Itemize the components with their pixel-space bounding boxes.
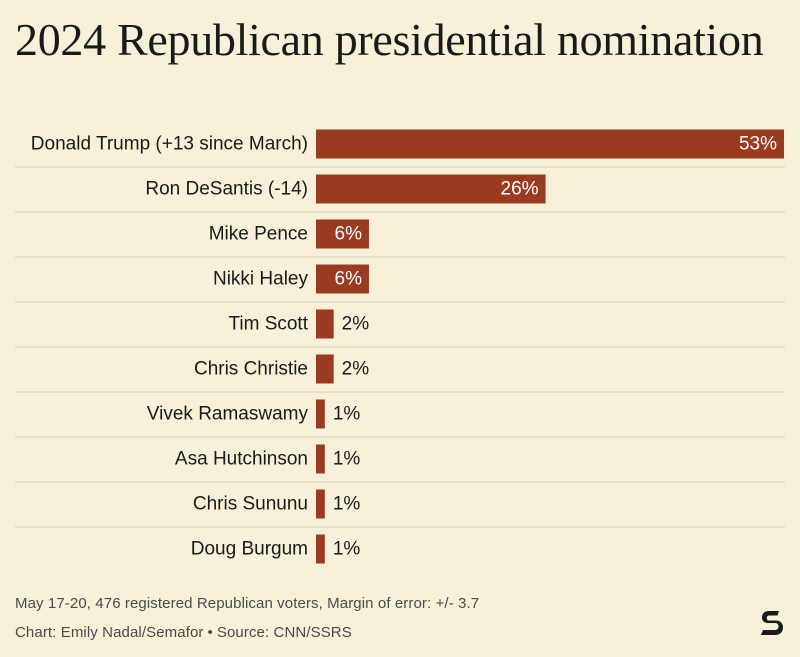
value-label: 1%	[333, 494, 361, 515]
page-title: 2024 Republican presidential nomination	[15, 14, 764, 65]
bar	[316, 354, 334, 384]
value-label: 6%	[335, 224, 363, 245]
survey-note: May 17-20, 476 registered Republican vot…	[15, 595, 480, 612]
bar-chart: Donald Trump (+13 since March) 53% Ron DeS…	[15, 129, 785, 564]
bar	[316, 309, 334, 339]
bar	[316, 489, 325, 519]
value-label: 1%	[333, 539, 361, 560]
category-label: Vivek Ramaswamy	[147, 404, 309, 425]
category-label: Chris Sununu	[193, 494, 308, 515]
category-label: Mike Pence	[209, 224, 308, 245]
bar	[316, 174, 546, 204]
chart-credit: Chart: Emily Nadal/Semafor • Source: CNN/S…	[15, 624, 352, 641]
value-label: 2%	[342, 359, 370, 380]
category-label: Nikki Haley	[213, 269, 309, 290]
category-label: Asa Hutchinson	[175, 449, 308, 470]
category-label: Donald Trump (+13 since March)	[31, 134, 308, 155]
bar	[316, 264, 369, 294]
value-label: 2%	[342, 314, 370, 335]
category-label: Tim Scott	[228, 314, 308, 335]
credit-source: Source: CNN/SSRS	[216, 624, 352, 641]
category-label: Ron DeSantis (-14)	[145, 179, 308, 200]
bar	[316, 219, 369, 249]
value-label: 26%	[501, 179, 539, 200]
value-label: 1%	[333, 449, 361, 470]
value-label: 53%	[739, 134, 777, 155]
bar	[316, 534, 325, 564]
value-label: 1%	[333, 404, 361, 425]
bar	[316, 129, 784, 159]
value-label: 6%	[335, 269, 363, 290]
semafor-s-logo-icon	[761, 611, 783, 635]
credit-author: Chart: Emily Nadal/Semafor	[15, 624, 204, 641]
bar	[316, 444, 325, 474]
bar	[316, 399, 325, 429]
credit-separator: •	[207, 624, 213, 641]
category-label: Doug Burgum	[191, 539, 308, 560]
category-label: Chris Christie	[194, 359, 308, 380]
